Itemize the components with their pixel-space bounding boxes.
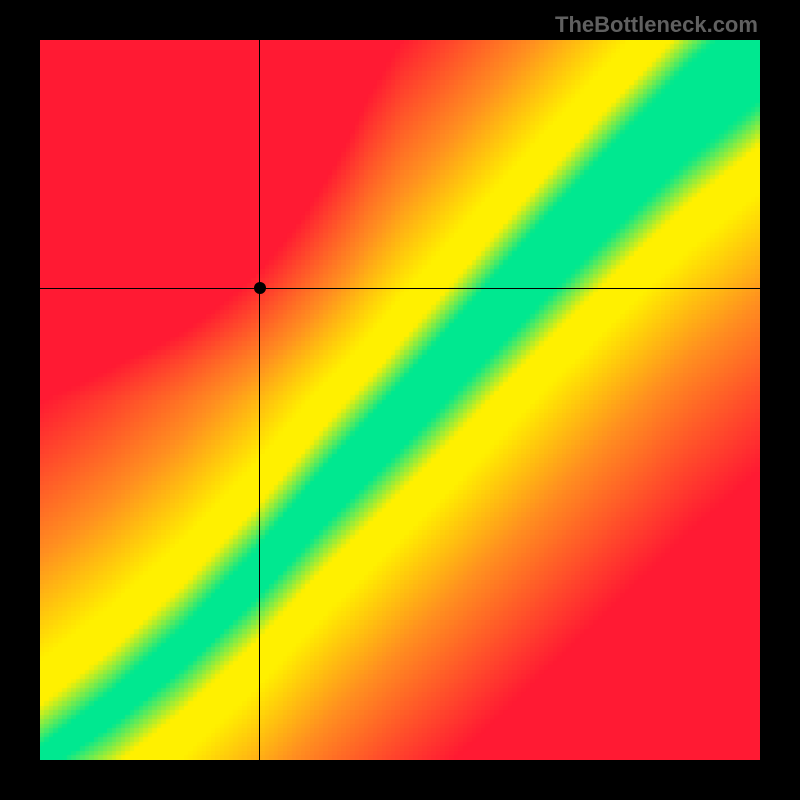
chart-container: TheBottleneck.com	[0, 0, 800, 800]
watermark-label: TheBottleneck.com	[555, 12, 758, 38]
heatmap-canvas	[40, 40, 760, 760]
crosshair-vertical	[259, 40, 260, 760]
crosshair-horizontal	[40, 288, 760, 289]
crosshair-marker-dot	[254, 282, 266, 294]
heatmap-plot-area	[40, 40, 760, 760]
